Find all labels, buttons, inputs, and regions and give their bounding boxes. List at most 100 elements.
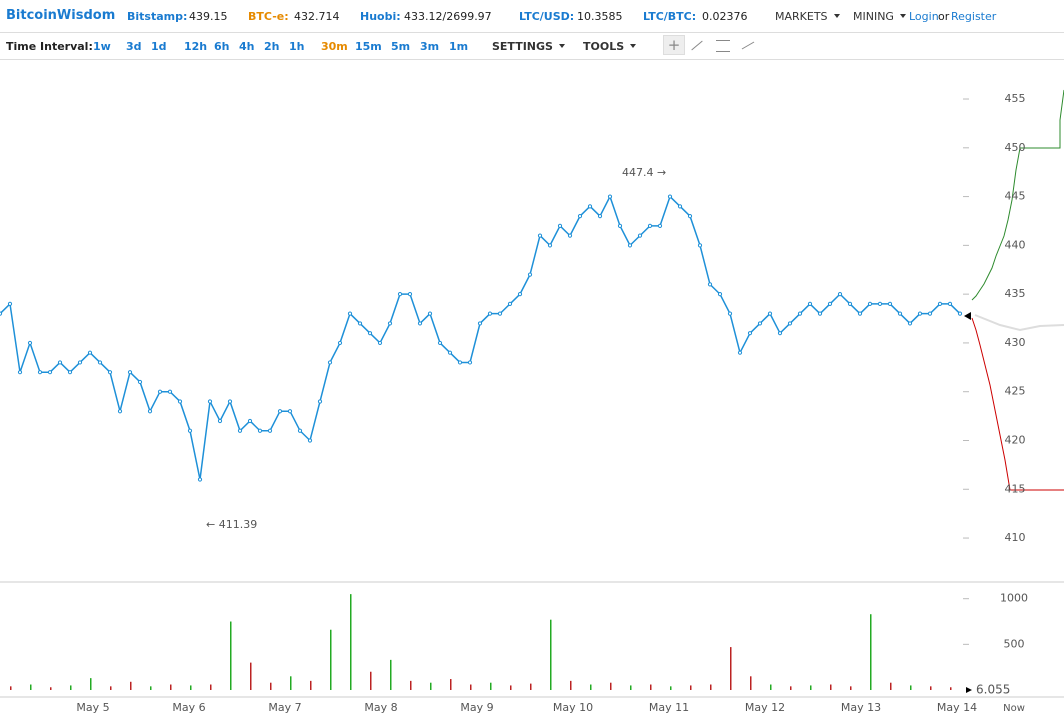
price-point <box>157 389 163 394</box>
price-point <box>927 311 933 316</box>
price-point <box>317 399 323 404</box>
interval-button[interactable]: 3d <box>126 40 142 53</box>
volume-bar <box>790 686 792 690</box>
price-point <box>247 418 253 424</box>
price-point <box>87 350 93 355</box>
volume-bar <box>830 684 832 690</box>
volume-bar <box>470 684 472 690</box>
price-point <box>847 301 853 307</box>
price-point <box>77 360 83 365</box>
volume-bar <box>910 685 912 690</box>
volume-tick-label: 1000 <box>1000 592 1028 605</box>
price-point <box>287 409 293 414</box>
price-point <box>357 321 363 326</box>
volume-bar <box>550 619 552 690</box>
price-point <box>667 194 673 199</box>
volume-bar <box>730 647 732 690</box>
price-point <box>47 370 53 375</box>
price-point <box>547 243 553 248</box>
ticker-label[interactable]: LTC/USD: <box>519 10 575 23</box>
mining-menu[interactable]: MINING <box>853 10 906 23</box>
volume-bar <box>90 678 92 690</box>
price-point <box>387 321 393 326</box>
interval-button[interactable]: 30m <box>321 40 348 53</box>
price-point <box>877 301 883 307</box>
interval-button[interactable]: 1w <box>93 40 111 53</box>
price-point <box>687 213 693 219</box>
price-point <box>647 223 653 228</box>
volume-bar <box>430 682 432 690</box>
price-point <box>587 204 593 209</box>
volume-bar <box>570 680 572 690</box>
ticker-label[interactable]: LTC/BTC: <box>643 10 697 23</box>
volume-bar <box>530 683 532 690</box>
price-point <box>7 301 13 307</box>
ticker-label[interactable]: Bitstamp: <box>127 10 188 23</box>
volume-bar <box>510 685 512 690</box>
price-point <box>627 243 633 248</box>
brand[interactable]: BitcoinWisdom <box>6 8 116 23</box>
login-link[interactable]: Login <box>909 10 939 23</box>
register-link[interactable]: Register <box>951 10 997 23</box>
depth-mid <box>974 314 1064 332</box>
crosshair-tool[interactable]: + <box>663 35 685 55</box>
volume-bar <box>870 614 872 690</box>
volume-bar <box>330 629 332 690</box>
markets-menu[interactable]: MARKETS <box>775 10 840 23</box>
volume-bar <box>390 659 392 690</box>
y-tick-label: 435 <box>1005 287 1026 300</box>
price-point <box>407 292 413 297</box>
interval-button[interactable]: 5m <box>391 40 411 53</box>
price-point <box>0 311 3 316</box>
fib-tool[interactable] <box>741 41 755 50</box>
interval-button[interactable]: 1h <box>289 40 305 53</box>
price-point <box>567 233 573 238</box>
settings-menu[interactable]: SETTINGS <box>492 40 565 53</box>
price-point <box>327 360 333 365</box>
interval-label: Time Interval: <box>6 40 93 53</box>
ticker-label[interactable]: Huobi: <box>360 10 401 23</box>
ticker-label[interactable]: BTC-e: <box>248 10 289 23</box>
volume-bar <box>650 684 652 690</box>
ticker-value: 0.02376 <box>702 10 748 23</box>
line-tool[interactable] <box>691 40 703 51</box>
interval-button[interactable]: 15m <box>355 40 382 53</box>
interval-button[interactable]: 1m <box>449 40 469 53</box>
interval-button[interactable]: 1d <box>151 40 167 53</box>
depth-asks <box>971 89 1064 301</box>
interval-button[interactable]: 3m <box>420 40 440 53</box>
interval-button[interactable]: 4h <box>239 40 255 53</box>
price-point <box>467 360 473 365</box>
interval-button[interactable]: 12h <box>184 40 208 53</box>
volume-bar <box>670 686 672 690</box>
price-point <box>457 360 463 365</box>
price-point <box>377 340 383 346</box>
price-point <box>217 418 223 424</box>
x-tick-label: May 7 <box>268 701 301 714</box>
last-volume-pointer <box>966 687 972 693</box>
volume-bar <box>310 680 312 690</box>
price-point <box>817 311 823 316</box>
interval-button[interactable]: 2h <box>264 40 280 53</box>
price-point <box>267 428 273 433</box>
price-point <box>297 428 303 433</box>
ticker-value: 432.714 <box>294 10 340 23</box>
price-point <box>197 477 203 482</box>
hline-tool[interactable] <box>716 40 730 52</box>
price-point <box>37 370 43 375</box>
volume-bar <box>270 682 272 690</box>
tools-menu[interactable]: TOOLS <box>583 40 636 53</box>
price-point <box>367 331 373 336</box>
y-tick-label: 420 <box>1005 433 1026 446</box>
price-point <box>507 301 513 307</box>
x-tick-label: May 11 <box>649 701 689 714</box>
or-text: or <box>938 10 950 23</box>
price-point <box>187 428 193 433</box>
interval-button[interactable]: 6h <box>214 40 230 53</box>
price-point <box>827 301 833 307</box>
price-point <box>837 292 843 297</box>
volume-bar <box>250 662 252 690</box>
price-point <box>787 321 793 326</box>
